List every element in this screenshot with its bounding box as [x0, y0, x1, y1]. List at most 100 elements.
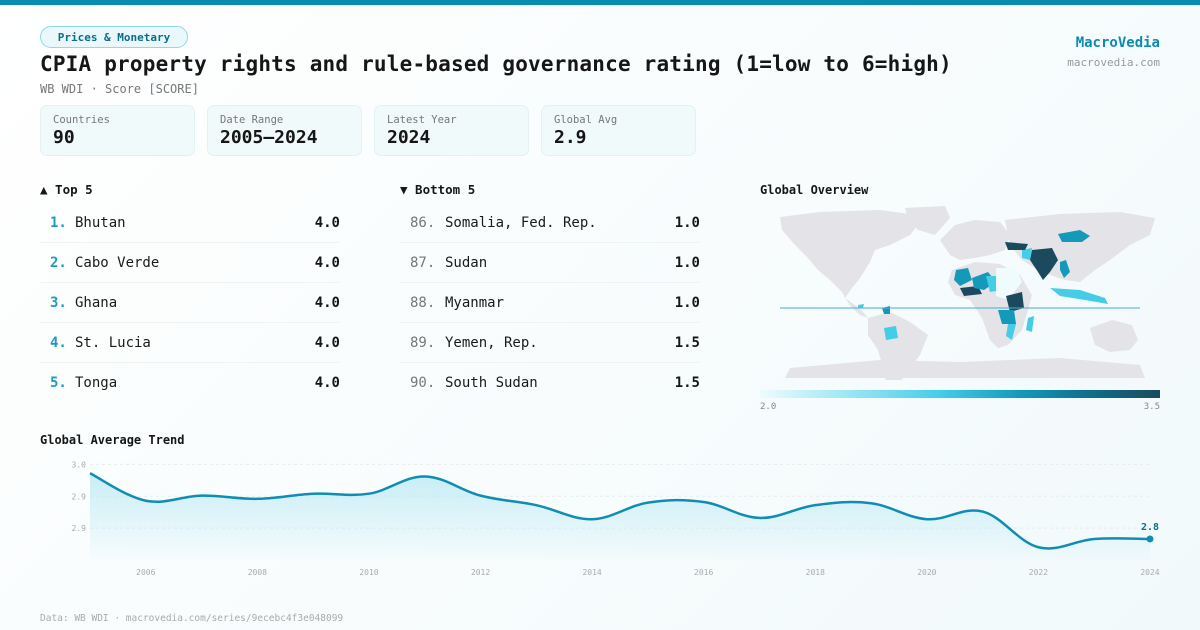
- region-asia: [1005, 212, 1155, 282]
- country-west-africa-1[interactable]: [954, 268, 972, 286]
- map-legend-gradient: [760, 390, 1160, 398]
- list-item[interactable]: 3. Ghana 4.0: [40, 283, 340, 323]
- country-name: Cabo Verde: [75, 254, 160, 271]
- list-item[interactable]: 87. Sudan 1.0: [400, 243, 700, 283]
- footer-source: Data: WB WDI · macrovedia.com/series/9ec…: [40, 613, 344, 624]
- category-badge[interactable]: Prices & Monetary: [40, 26, 188, 48]
- rank-number: 86.: [410, 214, 436, 231]
- country-name: St. Lucia: [75, 334, 151, 351]
- country-name: Sudan: [445, 254, 488, 271]
- country-value: 4.0: [314, 294, 340, 311]
- country-pakistan[interactable]: [1022, 248, 1032, 260]
- y-tick-label: 2.9: [72, 524, 87, 533]
- region-europe: [940, 220, 1010, 260]
- world-map-svg: [780, 206, 1155, 400]
- stat-label: Global Avg: [554, 114, 618, 126]
- country-value: 4.0: [314, 375, 340, 391]
- country-india[interactable]: [1030, 248, 1058, 280]
- region-greenland: [905, 206, 950, 235]
- country-value: 4.0: [314, 334, 340, 351]
- x-tick-label: 2012: [471, 568, 490, 577]
- region-antarctica: [785, 358, 1145, 378]
- legend-min-label: 2.0: [760, 402, 777, 412]
- x-tick-label: 2010: [359, 568, 378, 577]
- world-map[interactable]: [760, 200, 1160, 400]
- trend-chart[interactable]: 3.02.92.9 2006 2008 2010 2012 2014 2016 2018 20…: [0, 440, 1200, 590]
- country-sudan-region[interactable]: [996, 268, 1022, 300]
- country-mongolia[interactable]: [1058, 230, 1090, 242]
- list-item[interactable]: 86. Somalia, Fed. Rep. 1.0: [400, 203, 700, 243]
- rank-number: 90.: [410, 375, 436, 391]
- x-tick-label: 2022: [1029, 568, 1048, 577]
- country-central-asia[interactable]: [1005, 242, 1028, 250]
- country-value: 4.0: [314, 254, 340, 271]
- region-australia: [1090, 320, 1138, 352]
- x-tick-label: 2016: [694, 568, 713, 577]
- region-north-america: [780, 210, 925, 298]
- map-title: Global Overview: [760, 183, 869, 197]
- country-honduras[interactable]: [858, 304, 864, 308]
- rank-number: 3.: [50, 294, 67, 311]
- country-name: South Sudan: [445, 375, 538, 391]
- stat-value: 2005–2024: [220, 127, 318, 148]
- rank-number: 1.: [50, 214, 67, 231]
- country-name: Yemen, Rep.: [445, 334, 538, 351]
- list-item[interactable]: 2. Cabo Verde 4.0: [40, 243, 340, 283]
- country-east-africa[interactable]: [1006, 292, 1024, 312]
- country-name: Tonga: [75, 375, 118, 391]
- top5-heading: ▲ Top 5: [40, 182, 93, 197]
- country-vietnam-laos[interactable]: [1060, 260, 1070, 278]
- country-value: 1.0: [674, 214, 700, 231]
- stat-value: 2.9: [554, 127, 587, 148]
- rank-number: 4.: [50, 334, 67, 351]
- list-item[interactable]: 1. Bhutan 4.0: [40, 203, 340, 243]
- country-indonesia[interactable]: [1050, 288, 1108, 304]
- x-tick-label: 2014: [582, 568, 601, 577]
- brand-name[interactable]: MacroVedia: [1075, 35, 1160, 51]
- stat-label: Countries: [53, 114, 110, 126]
- stat-label: Latest Year: [387, 114, 457, 126]
- legend-max-label: 3.5: [1143, 402, 1160, 412]
- x-axis-ticks: 2006 2008 2010 2012 2014 2016 2018 2020 2022 2024: [136, 568, 1160, 577]
- stat-card-countries: Countries 90: [40, 105, 195, 156]
- x-tick-label: 2008: [248, 568, 267, 577]
- country-tanzania[interactable]: [998, 310, 1016, 324]
- list-item[interactable]: 5. Tonga 4.0: [40, 363, 340, 403]
- brand: MacroVedia macrovedia.com: [1067, 35, 1160, 69]
- country-bolivia[interactable]: [884, 326, 898, 340]
- land-with-data: [858, 230, 1108, 340]
- trend-area: [90, 473, 1150, 560]
- stat-label: Date Range: [220, 114, 284, 126]
- trend-line: [89, 472, 1151, 550]
- brand-url[interactable]: macrovedia.com: [1067, 56, 1160, 69]
- list-item[interactable]: 4. St. Lucia 4.0: [40, 323, 340, 363]
- country-value: 1.0: [674, 254, 700, 271]
- stat-card-global-avg: Global Avg 2.9: [541, 105, 696, 156]
- top5-list: ▲ Top 5 1. Bhutan 4.0 2. Cabo Verde 4.0 …: [40, 182, 340, 403]
- rank-number: 89.: [410, 334, 436, 351]
- stat-card-latest-year: Latest Year 2024: [374, 105, 529, 156]
- country-value: 1.5: [674, 375, 700, 391]
- rank-number: 88.: [410, 294, 436, 311]
- stats-row: Countries 90 Date Range 2005–2024 Latest…: [40, 105, 696, 156]
- country-guyana[interactable]: [882, 306, 890, 314]
- rank-number: 2.: [50, 254, 67, 271]
- list-item[interactable]: 88. Myanmar 1.0: [400, 283, 700, 323]
- bottom5-heading: ▼ Bottom 5: [400, 182, 476, 197]
- x-tick-label: 2006: [136, 568, 155, 577]
- country-mozambique[interactable]: [1006, 324, 1016, 340]
- list-item[interactable]: 90. South Sudan 1.5: [400, 363, 700, 403]
- list-item[interactable]: 89. Yemen, Rep. 1.5: [400, 323, 700, 363]
- y-axis-ticks: 3.0 2.9 2.9: [72, 460, 87, 533]
- country-madagascar[interactable]: [1026, 316, 1034, 332]
- trend-title: Global Average Trend: [40, 433, 185, 447]
- chart-points: 2.8: [1141, 522, 1159, 543]
- page-subtitle: WB WDI · Score [SCORE]: [40, 82, 199, 96]
- top-accent-bar: [0, 0, 1200, 5]
- last-point-marker[interactable]: [1146, 535, 1154, 543]
- region-south-america: [868, 312, 928, 400]
- x-tick-label: 2020: [917, 568, 936, 577]
- country-name: Bhutan: [75, 214, 126, 231]
- rank-number: 5.: [50, 375, 67, 391]
- x-tick-label: 2018: [806, 568, 825, 577]
